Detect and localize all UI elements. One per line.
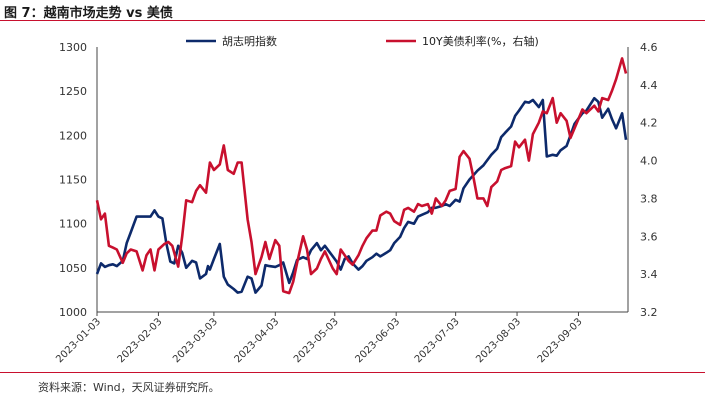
- x-tick-label: 2023-07-03: [413, 316, 462, 365]
- right-tick-label: 3.8: [640, 192, 658, 205]
- bottom-rule: [0, 372, 705, 373]
- plot-area: [96, 47, 629, 313]
- x-tick-label: 2023-01-03: [54, 316, 103, 365]
- right-axis: 3.2 3.4 3.6 3.8 4.0 4.2 4.4 4.6: [640, 41, 658, 319]
- top-rule: [0, 20, 705, 21]
- series-line-index: [95, 96, 628, 294]
- left-tick-label: 1150: [59, 174, 87, 187]
- legend: 胡志明指数 10Y美债利率(%，右轴): [186, 34, 539, 48]
- right-tick-label: 3.2: [640, 306, 658, 319]
- right-tick-label: 3.4: [640, 268, 658, 281]
- legend-label: 10Y美债利率(%，右轴): [422, 34, 539, 48]
- right-tick-label: 4.6: [640, 41, 658, 54]
- x-tick-label: 2023-04-03: [233, 316, 282, 365]
- series-layer: [95, 57, 628, 295]
- x-tick-label: 2023-08-03: [474, 316, 523, 365]
- right-tick-label: 4.4: [640, 79, 658, 92]
- source-note: 资料来源：Wind，天风证券研究所。: [38, 381, 220, 394]
- series-line-yield: [95, 57, 628, 295]
- right-tick-label: 4.2: [640, 117, 658, 130]
- left-tick-label: 1100: [59, 218, 87, 231]
- x-tick-label: 2023-09-03: [536, 316, 585, 365]
- right-tick-label: 3.6: [640, 230, 658, 243]
- right-tick-label: 4.0: [640, 155, 658, 168]
- x-tick-label: 2023-06-03: [353, 316, 402, 365]
- x-tick-label: 2023-05-03: [292, 316, 341, 365]
- left-tick-label: 1050: [59, 262, 87, 275]
- left-tick-label: 1000: [59, 306, 87, 319]
- left-tick-label: 1300: [59, 41, 87, 54]
- x-tick-label: 2023-03-03: [171, 316, 220, 365]
- left-tick-label: 1200: [59, 129, 87, 142]
- left-axis: 1000 1050 1100 1150 1200 1250 1300: [59, 41, 87, 319]
- figure-title: 图 7：越南市场走势 vs 美债: [4, 6, 173, 21]
- left-tick-label: 1250: [59, 85, 87, 98]
- legend-label: 胡志明指数: [222, 34, 277, 48]
- x-tick-label: 2023-02-03: [116, 316, 165, 365]
- x-axis: 2023-01-03 2023-02-03 2023-03-03 2023-04-03…: [54, 312, 585, 365]
